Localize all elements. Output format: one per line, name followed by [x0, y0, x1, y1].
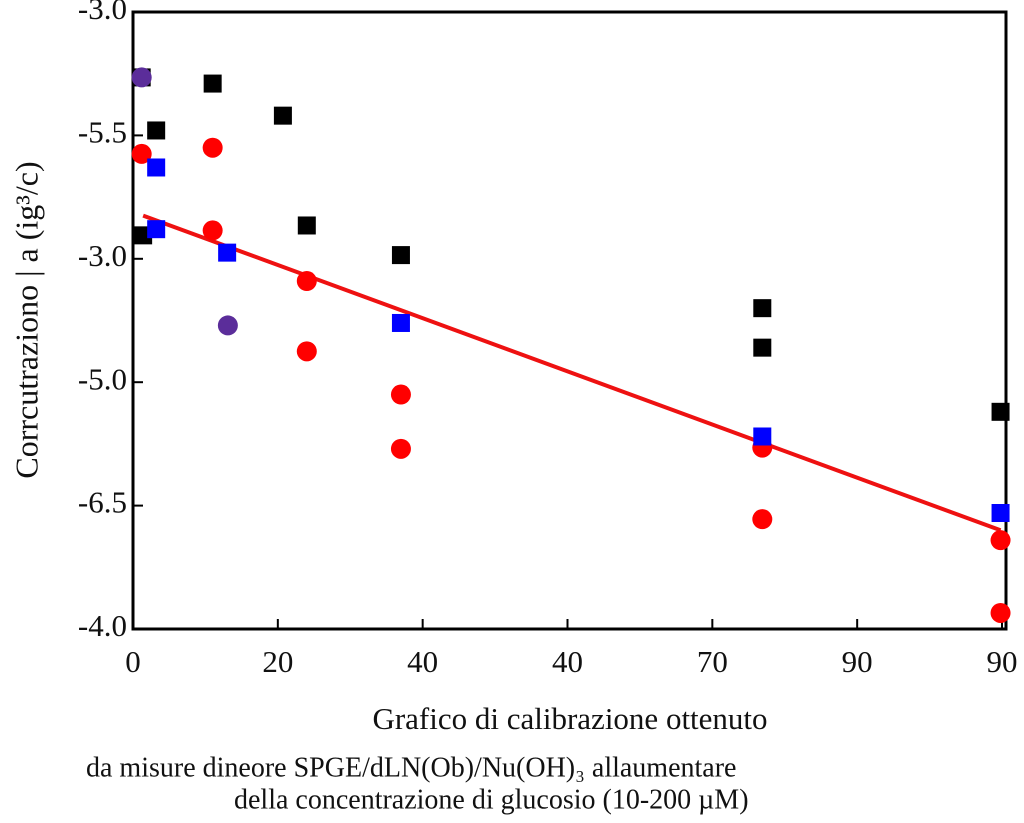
- data-point: [147, 121, 166, 140]
- data-point: [297, 216, 316, 235]
- data-point: [753, 427, 772, 446]
- data-point: [202, 137, 223, 158]
- data-point: [991, 402, 1010, 421]
- y-tick-label: -5.0: [78, 361, 127, 396]
- data-point: [752, 509, 773, 530]
- x-tick-label: 90: [842, 644, 873, 679]
- caption-line: della concentrazione di glucosio (10-200…: [234, 784, 749, 815]
- x-tick-label: 40: [407, 644, 438, 679]
- y-tick-label: -3.0: [78, 0, 127, 26]
- x-tick-label: 70: [697, 644, 728, 679]
- x-axis-label: Grafico di calibrazione ottenuto: [372, 701, 767, 736]
- x-tick-label: 40: [552, 644, 583, 679]
- data-point: [390, 438, 411, 459]
- data-point: [990, 530, 1011, 551]
- data-point: [390, 384, 411, 405]
- data-point: [391, 246, 410, 265]
- y-tick-label: -6.5: [78, 485, 127, 520]
- y-tick-label: -4.0: [78, 608, 127, 643]
- data-point: [131, 67, 152, 88]
- caption-line: da misure dineore SPGE/dLN(Ob)/Nu(OH)₃ a…: [86, 752, 736, 783]
- x-tick-label: 0: [125, 644, 141, 679]
- data-point: [147, 158, 166, 177]
- data-point: [296, 271, 317, 292]
- data-point: [131, 143, 152, 164]
- y-tick-label: -5.5: [78, 115, 127, 150]
- data-point: [391, 313, 410, 332]
- data-point: [147, 220, 166, 239]
- data-point: [990, 602, 1011, 623]
- data-point: [273, 106, 292, 125]
- data-point: [217, 315, 238, 336]
- data-point: [753, 338, 772, 357]
- data-point: [218, 243, 237, 262]
- x-tick-label: 20: [262, 644, 293, 679]
- data-point: [753, 299, 772, 318]
- y-axis-label: Corrcutraziono | a (ig³/c): [8, 161, 44, 478]
- plot-frame: [131, 10, 1008, 631]
- data-point: [991, 504, 1010, 523]
- fit-line: [142, 213, 1002, 533]
- data-point: [203, 74, 222, 93]
- data-point: [202, 220, 223, 241]
- x-tick-label: 90: [987, 644, 1018, 679]
- data-point: [296, 341, 317, 362]
- y-tick-label: -3.0: [78, 238, 127, 273]
